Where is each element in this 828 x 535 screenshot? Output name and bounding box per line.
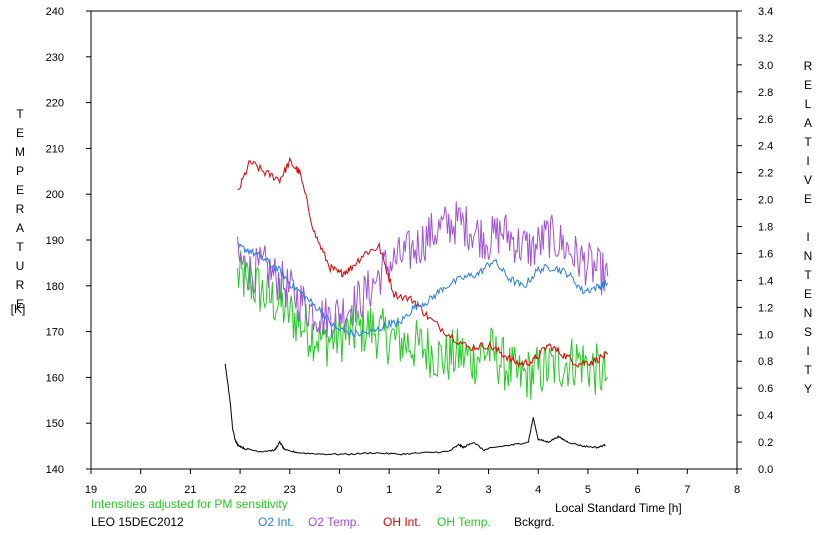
legend-item-oh-int: OH Int.: [383, 515, 421, 529]
x-tick-label: 22: [234, 484, 246, 496]
right-tick-label: 1.6: [758, 248, 773, 260]
right-axis-title-letter: E: [804, 78, 812, 92]
right-tick-label: 2.2: [758, 168, 773, 180]
right-axis-title-letter: N: [804, 249, 813, 263]
right-axis-title-letter: I: [806, 230, 809, 244]
series-line-oh-temp: [237, 250, 609, 400]
x-tick-label: 5: [585, 484, 591, 496]
right-axis-title-letter: S: [804, 325, 812, 339]
left-axis-title-letter: E: [16, 297, 24, 311]
left-tick-label: 180: [46, 281, 64, 293]
x-tick-label: 1: [386, 484, 392, 496]
left-tick-label: 150: [46, 418, 64, 430]
plot-border: [90, 10, 738, 470]
legend-item-o2-temp: O2 Temp.: [308, 515, 360, 529]
right-tick-label: 0.2: [758, 437, 773, 449]
legend-item-bckgrd: Bckgrd.: [514, 515, 555, 529]
left-axis-title-letter: U: [16, 259, 25, 273]
right-tick-label: 0.0: [758, 464, 773, 476]
right-tick-label: 2.6: [758, 114, 773, 126]
x-tick-label: 4: [535, 484, 541, 496]
right-tick-label: 1.8: [758, 222, 773, 234]
right-axis-title-letter: E: [804, 192, 812, 206]
series-layer: [224, 156, 609, 456]
right-axis-title-letter: Y: [804, 382, 812, 396]
left-axis-title-letter: P: [16, 164, 24, 178]
x-tick-label: 0: [336, 484, 342, 496]
left-axis-title-letter: R: [16, 202, 25, 216]
x-axis-label: Local Standard Time [h]: [555, 501, 682, 515]
right-axis-title-letter: E: [804, 287, 812, 301]
right-axis-title-letter: L: [805, 97, 812, 111]
right-axis-title-letter: T: [804, 363, 812, 377]
right-axis-title-letter: R: [804, 59, 813, 73]
x-axis: 19 20 21 22 23 0 1 2 3 4 5 6 7 8: [85, 469, 740, 496]
x-tick-label: 19: [85, 484, 97, 496]
x-tick-label: 21: [184, 484, 196, 496]
left-tick-label: 190: [46, 235, 64, 247]
right-axis: 0.0 0.2 0.4 0.6 0.8 1.0 1.2 1.4 1.6 1.8 2.0 2.2 2.4 2…: [737, 6, 773, 476]
right-tick-label: 3.2: [758, 33, 773, 45]
left-tick-label: 160: [46, 372, 64, 384]
x-tick-label: 20: [135, 484, 147, 496]
right-tick-label: 2.0: [758, 195, 773, 207]
right-tick-label: 0.4: [758, 410, 773, 422]
right-tick-label: 3.4: [758, 6, 773, 18]
left-axis-title-letter: A: [16, 221, 24, 235]
right-tick-label: 0.8: [758, 356, 773, 368]
right-axis-title-letter: N: [804, 306, 813, 320]
left-tick-label: 220: [46, 98, 64, 110]
station-date-label: LEO 15DEC2012: [91, 515, 184, 529]
right-tick-label: 1.2: [758, 302, 773, 314]
right-axis-title-letter: V: [804, 173, 812, 187]
right-axis-title-letter: I: [806, 344, 809, 358]
x-tick-label: 23: [284, 484, 296, 496]
left-axis-title-letter: E: [16, 183, 24, 197]
right-tick-label: 1.4: [758, 275, 773, 287]
right-tick-label: 1.0: [758, 329, 773, 341]
x-tick-label: 6: [635, 484, 641, 496]
left-axis-title-letter: R: [16, 278, 25, 292]
left-tick-label: 140: [46, 464, 64, 476]
left-axis-title-letter: E: [16, 126, 24, 140]
right-tick-label: 2.8: [758, 87, 773, 99]
legend-item-oh-temp: OH Temp.: [437, 515, 491, 529]
x-tick-label: 3: [485, 484, 491, 496]
left-tick-label: 230: [46, 52, 64, 64]
x-tick-label: 7: [684, 484, 690, 496]
right-tick-label: 3.0: [758, 60, 773, 72]
left-tick-label: 170: [46, 327, 64, 339]
left-axis-title-letter: M: [15, 145, 25, 159]
plot-frame: [90, 10, 738, 470]
x-tick-label: 8: [734, 484, 740, 496]
left-axis-title-letter: T: [16, 240, 24, 254]
left-axis: 140 150 160 170 180 190 200 210 220 230 240: [46, 6, 91, 476]
series-line-bckgrd: [224, 363, 606, 456]
left-tick-label: 210: [46, 143, 64, 155]
right-axis-title-letter: T: [804, 268, 812, 282]
left-tick-label: 240: [46, 6, 64, 18]
legend: O2 Int. O2 Temp. OH Int. OH Temp. Bckgrd.: [258, 515, 555, 529]
series-line-oh-int: [237, 156, 609, 369]
right-axis-title-letter: I: [806, 154, 809, 168]
left-tick-label: 200: [46, 189, 64, 201]
x-tick-label: 2: [436, 484, 442, 496]
series-line-o2-int: [237, 242, 609, 338]
right-axis-title-letter: A: [804, 116, 812, 130]
left-axis-unit: [K]: [11, 302, 26, 316]
series-line-o2-temp: [237, 201, 609, 339]
sensitivity-note: Intensities adjusted for PM sensitivity: [91, 497, 288, 511]
right-tick-label: 0.6: [758, 383, 773, 395]
right-axis-title-letter: T: [804, 135, 812, 149]
left-axis-title-letter: T: [16, 107, 24, 121]
right-tick-label: 2.4: [758, 141, 773, 153]
legend-item-o2-int: O2 Int.: [258, 515, 294, 529]
